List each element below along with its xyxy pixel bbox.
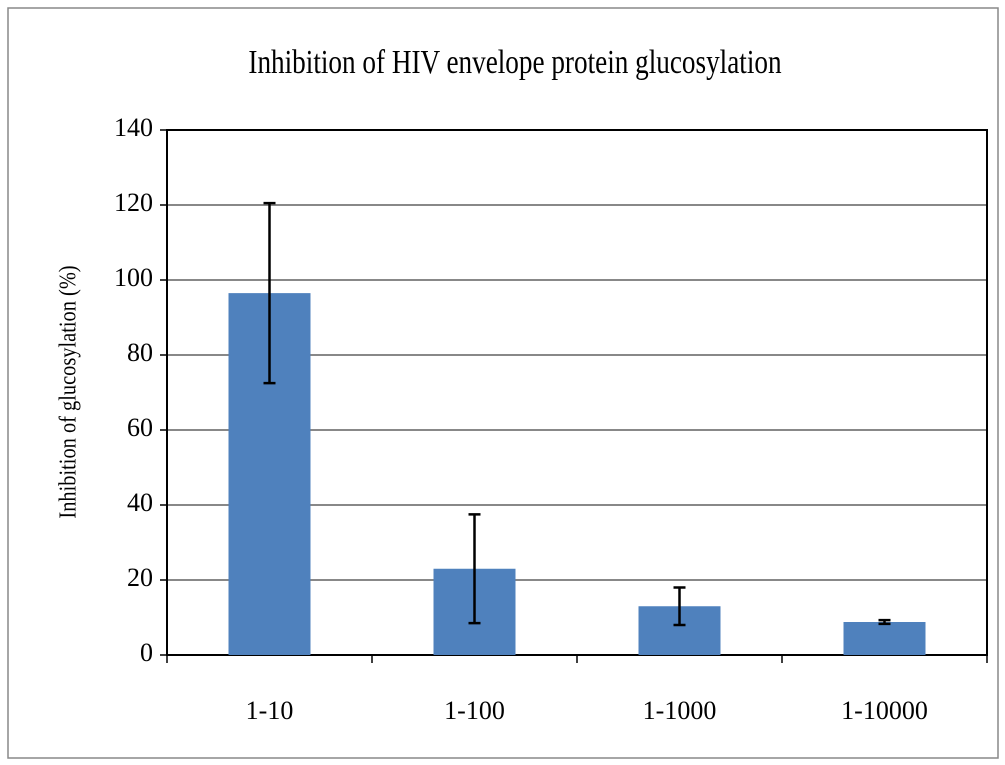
error-bar [878,618,891,626]
error-bar [673,586,686,627]
x-tick-label: 1-10 [246,696,294,725]
y-tick-label: 80 [127,338,153,367]
y-tick-label: 0 [140,638,153,667]
y-axis-label: Inhibition of glucosylation (%) [54,265,81,518]
error-bar [263,201,276,385]
y-tick-label: 40 [127,488,153,517]
y-tick-label: 20 [127,563,153,592]
y-tick-label: 120 [114,188,153,217]
x-tick-label: 1-100 [444,696,505,725]
y-tick-label: 140 [114,113,153,142]
bar [843,622,926,655]
x-tick-label: 1-1000 [643,696,717,725]
y-tick-label: 100 [114,263,153,292]
chart-title: Inhibition of HIV envelope protein gluco… [248,43,781,81]
x-tick-label: 1-10000 [841,696,928,725]
error-bar [468,513,481,625]
y-tick-label: 60 [127,413,153,442]
